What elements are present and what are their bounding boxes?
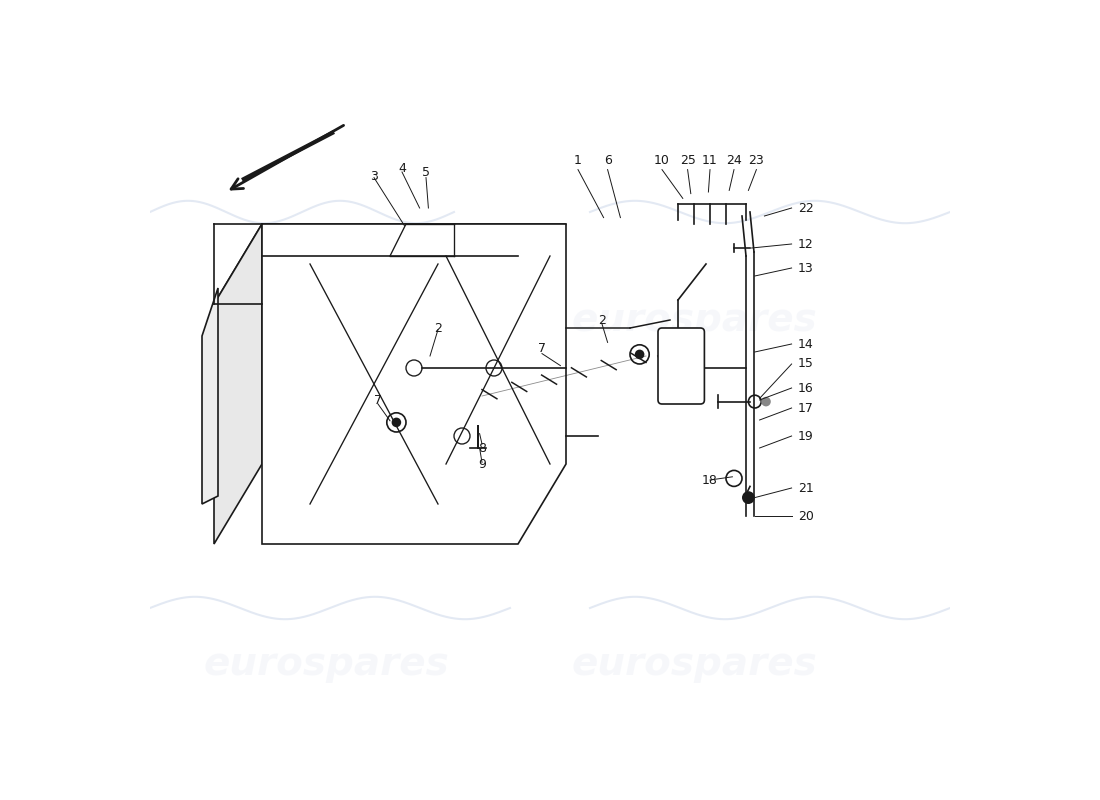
Text: eurospares: eurospares (571, 301, 817, 339)
Text: 7: 7 (374, 394, 382, 406)
Text: 2: 2 (434, 322, 442, 334)
Text: 1: 1 (574, 154, 582, 166)
Polygon shape (214, 224, 566, 304)
Text: eurospares: eurospares (204, 645, 449, 683)
Text: 16: 16 (799, 382, 814, 394)
Text: 15: 15 (799, 358, 814, 370)
Text: 14: 14 (799, 338, 814, 350)
Circle shape (742, 491, 755, 504)
FancyBboxPatch shape (658, 328, 704, 404)
Text: eurospares: eurospares (204, 301, 449, 339)
Text: 21: 21 (799, 482, 814, 494)
Text: 3: 3 (370, 170, 378, 182)
Text: 9: 9 (478, 458, 486, 470)
Text: 4: 4 (398, 162, 406, 174)
Circle shape (635, 350, 645, 359)
Text: 24: 24 (726, 154, 741, 166)
Text: 25: 25 (680, 154, 695, 166)
Text: 19: 19 (799, 430, 814, 442)
Circle shape (761, 397, 771, 406)
Text: 7: 7 (538, 342, 546, 354)
Text: 20: 20 (799, 510, 814, 522)
Polygon shape (262, 224, 566, 544)
Text: 22: 22 (799, 202, 814, 214)
Text: eurospares: eurospares (571, 645, 817, 683)
Text: 18: 18 (702, 474, 718, 486)
Text: 11: 11 (702, 154, 718, 166)
Text: 12: 12 (799, 238, 814, 250)
Text: 23: 23 (748, 154, 764, 166)
Text: 2: 2 (598, 314, 606, 326)
Text: 5: 5 (422, 166, 430, 178)
Polygon shape (202, 288, 218, 504)
Text: 6: 6 (604, 154, 612, 166)
Polygon shape (214, 224, 262, 544)
Circle shape (392, 418, 402, 427)
Text: 13: 13 (799, 262, 814, 274)
Text: 17: 17 (799, 402, 814, 414)
Text: 8: 8 (478, 442, 486, 454)
Text: 10: 10 (654, 154, 670, 166)
